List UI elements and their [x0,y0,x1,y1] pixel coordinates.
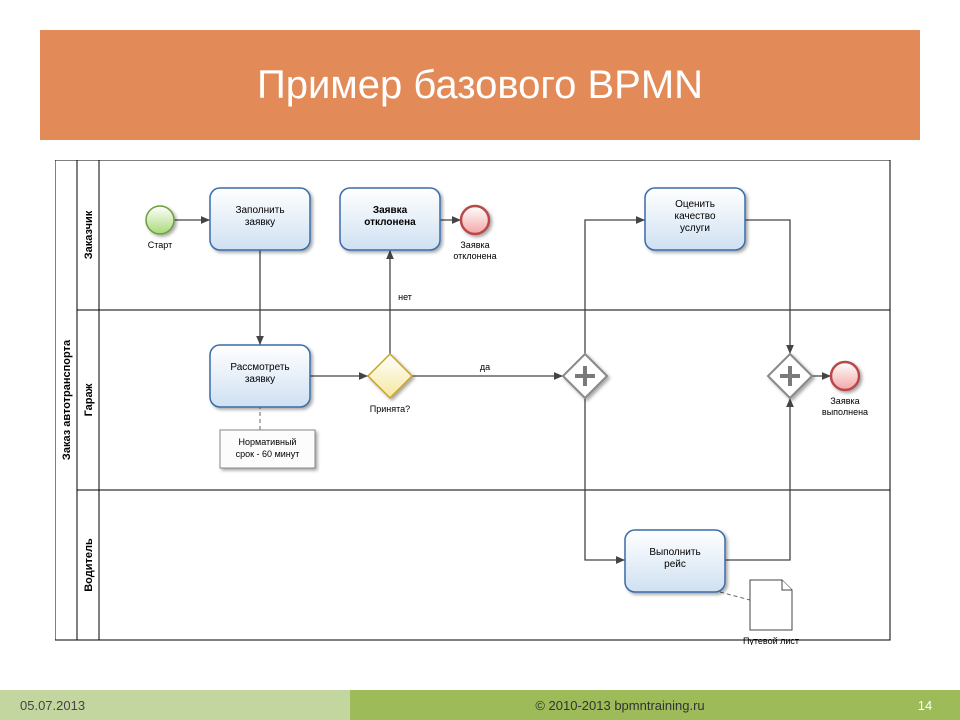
svg-text:Принята?: Принята? [370,404,410,414]
svg-text:да: да [480,362,490,372]
svg-text:Заказ автотранспорта: Заказ автотранспорта [61,339,73,460]
svg-text:отклонена: отклонена [453,251,496,261]
svg-text:выполнена: выполнена [822,407,868,417]
svg-text:Оценить: Оценить [675,199,715,210]
svg-text:Заявка: Заявка [373,205,408,216]
bpmn-diagram: Заказ автотранспорта Заказчик Гараж Водител… [55,160,925,645]
svg-text:заявку: заявку [245,217,275,228]
svg-text:Заказчик: Заказчик [83,210,95,259]
svg-text:отклонена: отклонена [364,217,416,228]
svg-text:Нормативный: Нормативный [239,437,297,447]
footer-date: 05.07.2013 [0,690,350,720]
svg-text:срок - 60 минут: срок - 60 минут [236,449,300,459]
svg-text:заявку: заявку [245,374,275,385]
svg-text:Заявка: Заявка [830,396,859,406]
svg-text:Водитель: Водитель [83,538,95,592]
footer: 05.07.2013 © 2010-2013 bpmntraining.ru 1… [0,690,960,720]
svg-text:Заполнить: Заполнить [235,205,284,216]
title-bar: Пример базового BPMN [40,30,920,140]
footer-page: 14 [890,690,960,720]
svg-text:нет: нет [398,292,412,302]
svg-text:Гараж: Гараж [83,383,95,416]
slide-title: Пример базового BPMN [257,63,703,108]
svg-text:Путевой лист: Путевой лист [743,636,799,645]
svg-text:Старт: Старт [148,240,172,250]
svg-text:Рассмотреть: Рассмотреть [230,362,289,373]
svg-text:качество: качество [674,211,715,222]
svg-text:Выполнить: Выполнить [649,547,700,558]
svg-text:Заявка: Заявка [460,240,489,250]
svg-text:услуги: услуги [680,223,710,234]
svg-text:рейс: рейс [664,559,686,570]
footer-copyright: © 2010-2013 bpmntraining.ru [350,690,890,720]
